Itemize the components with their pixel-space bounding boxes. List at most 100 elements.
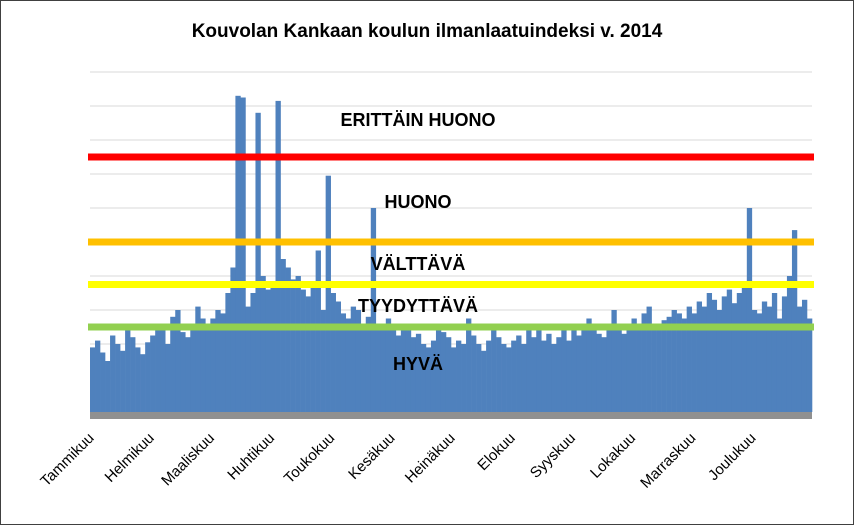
bar — [120, 350, 126, 412]
bar — [546, 333, 552, 412]
bar — [255, 112, 261, 413]
bar — [330, 293, 336, 412]
bar — [245, 306, 251, 412]
bar — [260, 276, 266, 412]
bar — [611, 310, 617, 412]
bar — [315, 250, 321, 412]
bar — [761, 301, 768, 412]
zone-label: HUONO — [385, 192, 452, 212]
bar — [636, 327, 642, 412]
bar — [786, 276, 793, 412]
bar — [380, 330, 387, 412]
bar — [561, 330, 567, 412]
bar — [300, 289, 306, 412]
bar — [661, 320, 667, 412]
bar — [405, 323, 412, 412]
bar — [265, 289, 271, 412]
bar — [631, 318, 637, 412]
bar — [250, 293, 256, 412]
bar — [491, 330, 497, 412]
bar — [370, 208, 377, 412]
bar — [275, 100, 281, 413]
bar — [731, 303, 738, 412]
bar — [496, 337, 502, 412]
bar — [175, 310, 181, 412]
bar — [791, 230, 798, 412]
bar — [476, 344, 482, 412]
bar — [340, 313, 347, 412]
bar — [280, 259, 286, 412]
bar — [385, 318, 392, 412]
bar — [771, 293, 778, 412]
bar — [375, 327, 382, 412]
bar — [506, 347, 512, 412]
bar — [410, 337, 417, 412]
bar — [676, 313, 682, 412]
bar — [185, 337, 191, 412]
bar — [310, 284, 316, 412]
bar — [425, 347, 432, 412]
bar — [516, 335, 522, 412]
bar — [726, 289, 733, 412]
bar — [430, 340, 437, 412]
chart-title: Kouvolan Kankaan koulun ilmanlaatuindeks… — [192, 21, 663, 42]
bar — [741, 284, 748, 412]
bar — [240, 97, 246, 412]
bar — [781, 296, 788, 412]
bar — [200, 318, 206, 412]
bar — [461, 344, 467, 412]
bar — [626, 323, 632, 412]
bar — [110, 335, 116, 412]
bar — [270, 284, 276, 412]
bar — [456, 340, 462, 412]
bar — [140, 354, 146, 412]
bar — [571, 327, 577, 412]
bar — [666, 316, 672, 412]
bar — [531, 337, 537, 412]
bar — [691, 313, 697, 412]
bar — [165, 344, 171, 412]
bar — [115, 344, 121, 412]
bar — [696, 301, 702, 412]
bar — [526, 330, 532, 412]
bar — [591, 323, 597, 412]
bar — [576, 335, 582, 412]
bar — [641, 313, 647, 412]
zone-label: TYYDYTTÄVÄ — [358, 296, 478, 316]
bar — [135, 347, 141, 412]
bar — [335, 301, 341, 412]
zone-label: HYVÄ — [393, 354, 443, 374]
zone-label: VÄLTTÄVÄ — [371, 254, 466, 274]
bar — [746, 208, 753, 412]
bar — [671, 310, 677, 412]
bar — [195, 306, 201, 412]
bar — [766, 306, 773, 412]
bar — [105, 361, 111, 412]
bar — [345, 318, 352, 412]
bar — [395, 335, 402, 412]
bar — [445, 337, 452, 412]
bar — [400, 330, 407, 412]
bar — [390, 327, 397, 412]
bar — [536, 327, 542, 412]
bar — [215, 310, 221, 412]
bar — [90, 347, 96, 412]
bar — [486, 340, 492, 412]
bar — [325, 175, 331, 412]
bar — [150, 335, 156, 412]
bar — [295, 276, 301, 412]
bar — [651, 323, 657, 412]
bar — [210, 318, 216, 412]
bar — [190, 327, 196, 412]
bar — [656, 330, 662, 412]
bar — [601, 337, 607, 412]
bar — [706, 293, 713, 412]
x-axis — [90, 412, 812, 419]
bar — [350, 306, 357, 412]
bar — [711, 299, 718, 412]
bar — [751, 310, 758, 412]
bar — [596, 333, 602, 412]
bar — [511, 340, 517, 412]
bar — [581, 330, 587, 412]
